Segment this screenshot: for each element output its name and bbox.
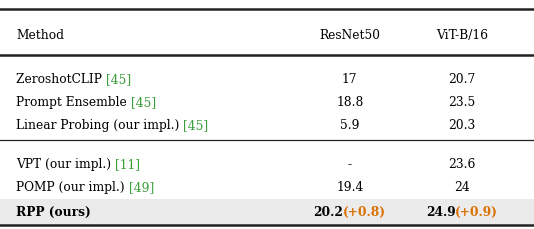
Text: [49]: [49] — [129, 180, 154, 193]
Text: [11]: [11] — [115, 157, 140, 170]
Text: 23.5: 23.5 — [448, 95, 476, 108]
Text: POMP (our impl.): POMP (our impl.) — [16, 180, 129, 193]
Text: (+0.8): (+0.8) — [343, 205, 386, 218]
Text: [45]: [45] — [106, 73, 131, 85]
Text: 19.4: 19.4 — [336, 180, 364, 193]
Text: Linear Probing (our impl.): Linear Probing (our impl.) — [16, 118, 183, 131]
Text: [45]: [45] — [131, 95, 156, 108]
Text: ViT-B/16: ViT-B/16 — [436, 29, 488, 42]
Text: ResNet50: ResNet50 — [319, 29, 380, 42]
Text: 24: 24 — [454, 180, 470, 193]
Text: [45]: [45] — [183, 118, 208, 131]
Text: 20.7: 20.7 — [448, 73, 476, 85]
Text: RPP (ours): RPP (ours) — [16, 205, 91, 218]
Text: VPT (our impl.): VPT (our impl.) — [16, 157, 115, 170]
Text: ZeroshotCLIP: ZeroshotCLIP — [16, 73, 106, 85]
Text: 5.9: 5.9 — [340, 118, 359, 131]
Text: 17: 17 — [342, 73, 358, 85]
Text: Prompt Ensemble: Prompt Ensemble — [16, 95, 131, 108]
Text: 18.8: 18.8 — [336, 95, 364, 108]
Text: -: - — [348, 157, 352, 170]
FancyBboxPatch shape — [0, 199, 534, 225]
Text: 20.3: 20.3 — [448, 118, 476, 131]
Text: (+0.9): (+0.9) — [456, 205, 498, 218]
Text: 24.9: 24.9 — [426, 205, 456, 218]
Text: 20.2: 20.2 — [313, 205, 343, 218]
Text: Method: Method — [16, 29, 64, 42]
Text: 23.6: 23.6 — [448, 157, 476, 170]
